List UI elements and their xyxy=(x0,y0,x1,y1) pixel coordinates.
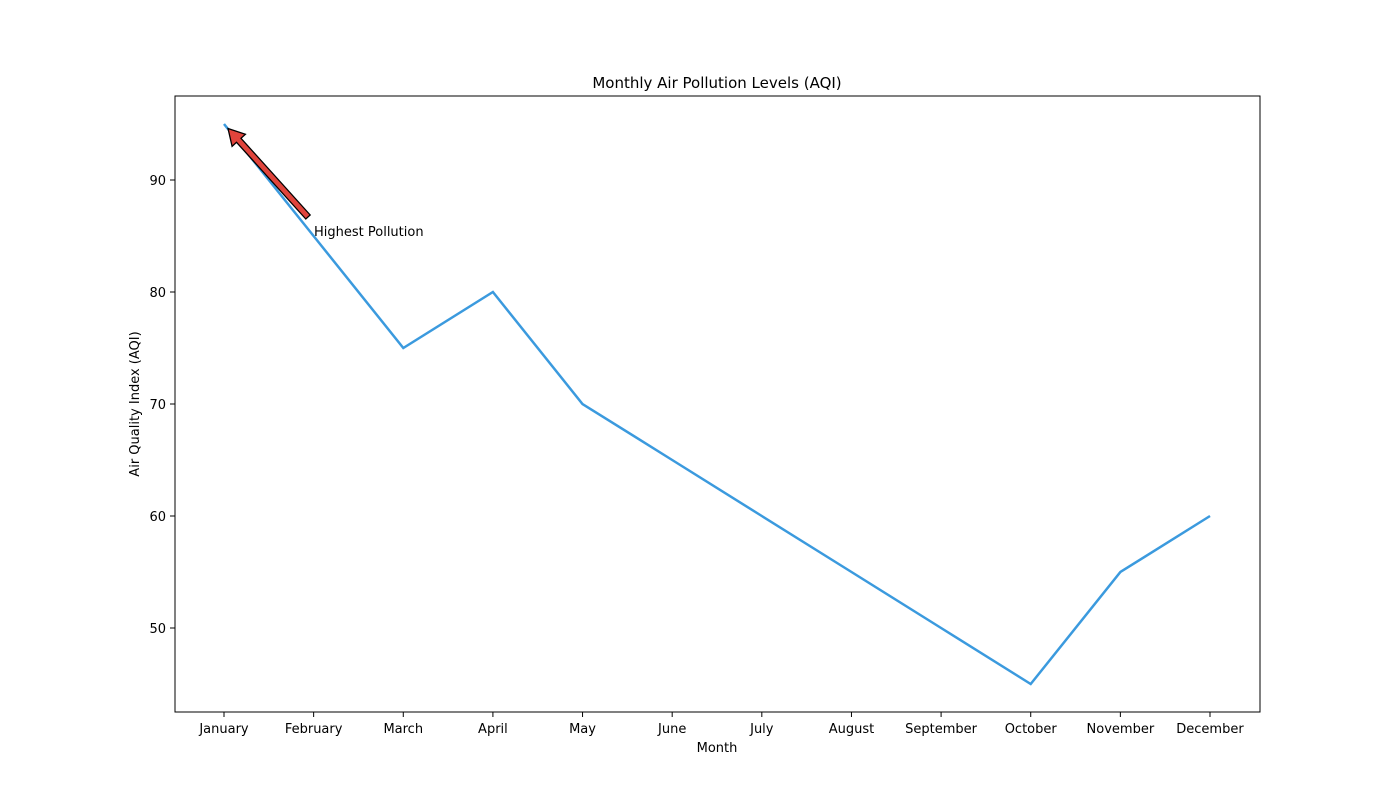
x-tick-label: March xyxy=(383,722,423,737)
y-tick-label: 80 xyxy=(149,286,166,301)
y-tick-label: 60 xyxy=(149,510,166,525)
x-tick-label: April xyxy=(478,722,508,737)
x-axis-label: Month xyxy=(697,741,738,756)
x-tick-label: November xyxy=(1087,722,1155,737)
x-tick-label: January xyxy=(198,722,249,737)
y-tick-label: 50 xyxy=(149,622,166,637)
annotation-arrow xyxy=(227,127,312,220)
series-line xyxy=(223,123,1211,686)
x-tick-label: September xyxy=(905,722,978,737)
y-tick-label: 70 xyxy=(149,398,166,413)
x-tick-label: July xyxy=(749,722,774,737)
y-axis-label: Air Quality Index (AQI) xyxy=(128,331,143,476)
y-tick-label: 90 xyxy=(149,174,166,189)
chart-title: Monthly Air Pollution Levels (AQI) xyxy=(592,74,841,92)
x-tick-label: May xyxy=(569,722,596,737)
x-tick-label: August xyxy=(829,722,875,737)
plot-area: 50 60 70 80 90 January February March April May Ju… xyxy=(149,95,1261,737)
x-tick-label: October xyxy=(1005,722,1058,737)
x-tick-label: June xyxy=(657,722,686,737)
x-tick-label: February xyxy=(285,722,343,737)
x-tick-label: December xyxy=(1176,722,1244,737)
annotation-label: Highest Pollution xyxy=(314,225,424,240)
